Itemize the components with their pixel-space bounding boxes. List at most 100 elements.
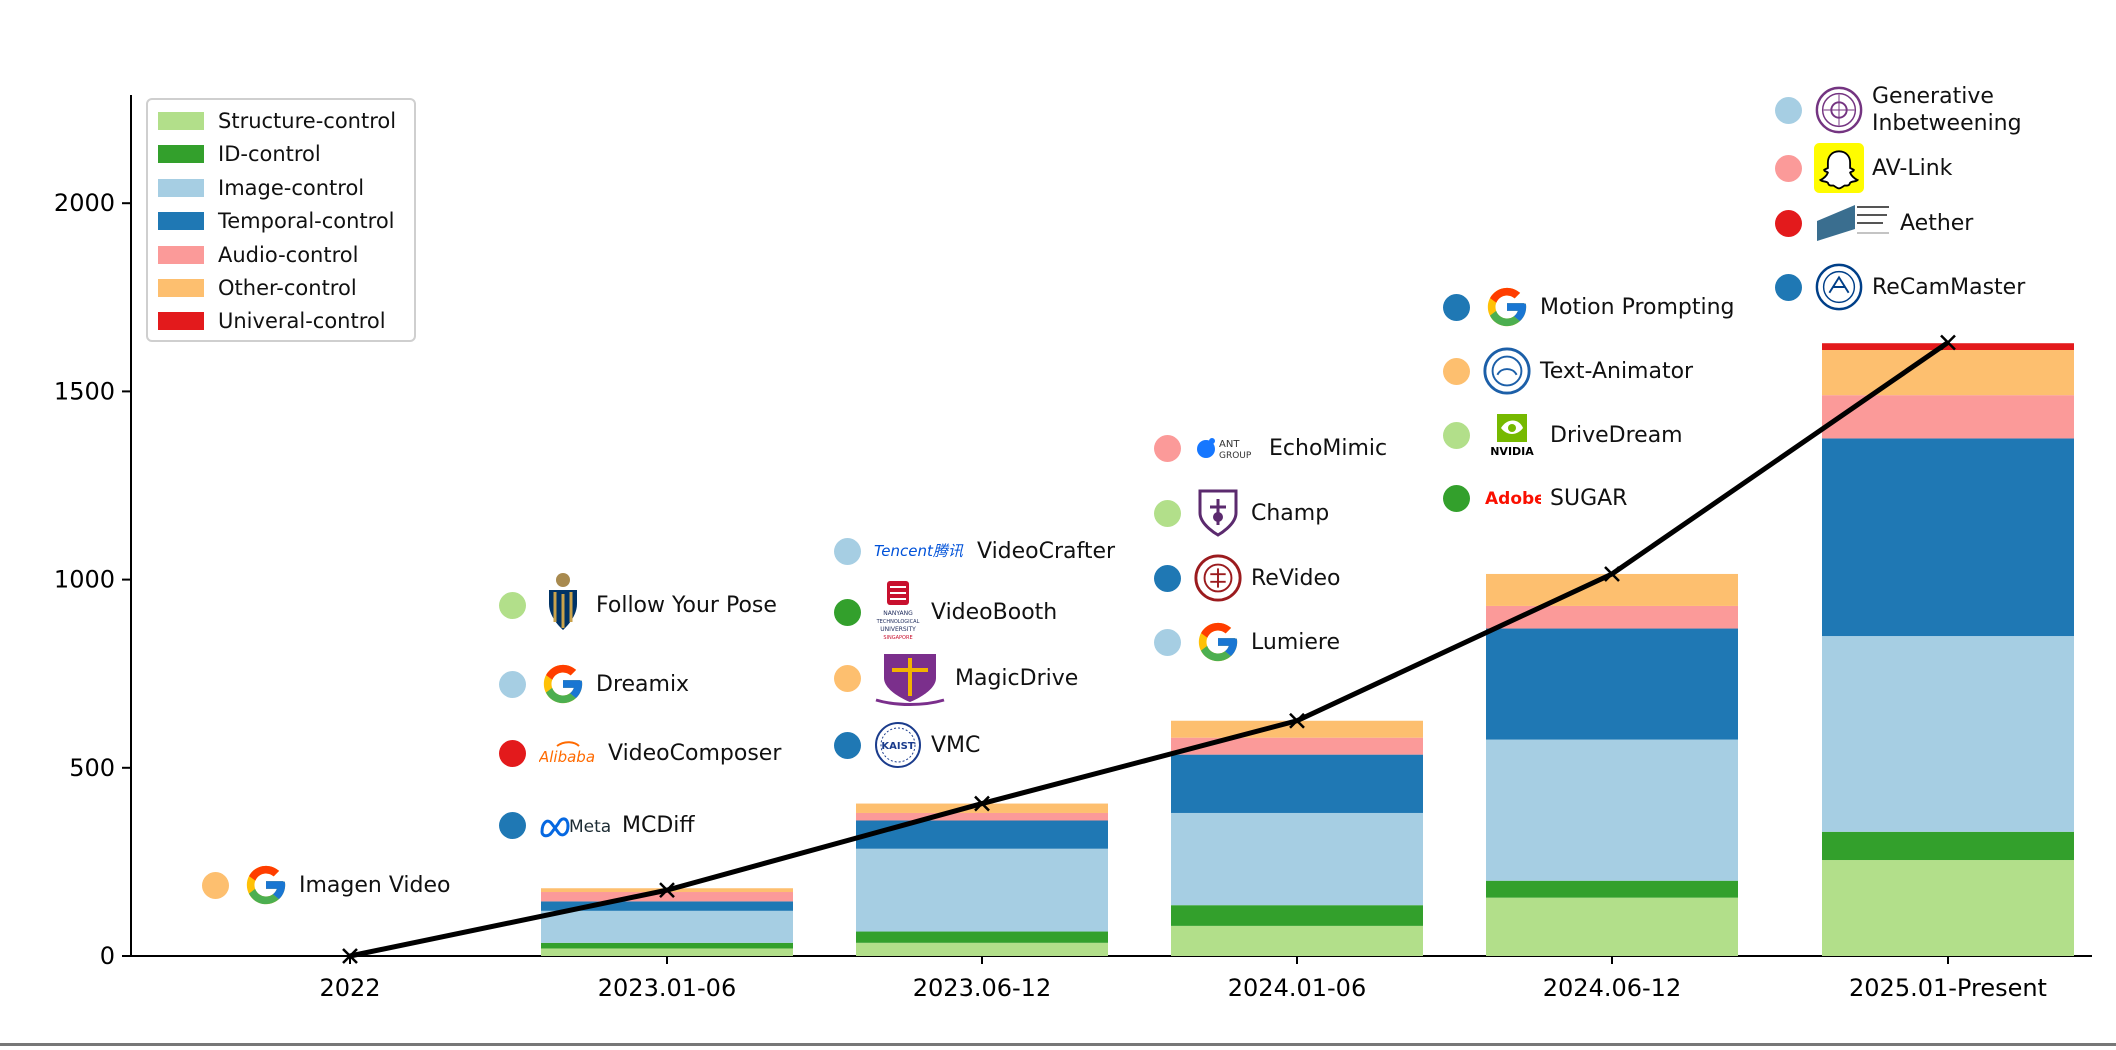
category-dot (1443, 484, 1470, 512)
alibaba-logo-icon: Alibaba (538, 730, 600, 776)
bar-segment-audio-control (541, 892, 793, 902)
svg-text:Meta: Meta (569, 817, 611, 837)
category-dot (1775, 96, 1802, 124)
ant-logo-icon: ANT GROUP (1193, 425, 1261, 471)
frame-border (0, 1043, 2116, 1046)
fudan-logo-icon (1193, 489, 1243, 537)
zju-logo-icon (1814, 263, 1864, 311)
google-logo-icon (241, 862, 291, 908)
cuhk-logo-icon (873, 654, 947, 706)
method-name: Text-Animator (1540, 358, 1694, 384)
method-entry: Generative Inbetweening (1775, 84, 2022, 136)
svg-text:Alibaba: Alibaba (539, 748, 595, 766)
method-name: Champ (1251, 500, 1330, 526)
method-name: ReCamMaster (1872, 274, 2026, 300)
bar-segment-other-control (856, 803, 1108, 813)
category-dot (834, 598, 861, 626)
kaist-logo-icon: KAIST (873, 722, 923, 768)
bar-segment-id-control (1171, 905, 1423, 926)
nvidia-logo-icon: NVIDIA (1482, 412, 1542, 458)
bar-segment-image-control (1822, 636, 2074, 832)
ntu-logo-icon: NANYANG TECHNOLOGICAL UNIVERSITY SINGAPORE (873, 581, 923, 641)
method-entry: ANT GROUP EchoMimic (1154, 425, 1387, 471)
svg-text:UNIVERSITY: UNIVERSITY (880, 626, 916, 633)
method-name: EchoMimic (1269, 435, 1388, 461)
category-dot (1775, 209, 1802, 237)
bar-segment-structure-control (541, 948, 793, 956)
trend-marker (342, 948, 358, 964)
bar-segment-structure-control (1822, 860, 2074, 956)
bar-segment-structure-control (1486, 897, 1738, 956)
x-tick-label: 2023.06-12 (913, 974, 1051, 1002)
category-dot (1443, 293, 1470, 321)
svg-text:Tencent腾讯: Tencent腾讯 (874, 542, 964, 560)
bar-segment-id-control (541, 942, 793, 949)
method-name: Imagen Video (299, 872, 451, 898)
y-tick-label: 2000 (54, 189, 115, 217)
legend-item: Audio-control (158, 240, 358, 270)
method-name: VideoBooth (931, 599, 1058, 625)
category-dot (1775, 154, 1802, 182)
category-dot (499, 591, 526, 619)
legend-item: Univeral-control (158, 306, 386, 336)
x-tick-label: 2022 (319, 974, 380, 1002)
legend-swatch (158, 312, 204, 331)
bar-segment-audio-control (856, 812, 1108, 821)
method-name: ReVideo (1251, 565, 1341, 591)
shailab-logo-icon (1814, 200, 1892, 246)
trend-marker (659, 882, 675, 899)
google-logo-icon (538, 661, 588, 707)
y-tick-label: 500 (69, 754, 115, 782)
snap-logo-icon (1814, 143, 1864, 193)
category-dot (834, 731, 861, 759)
svg-text:NANYANG: NANYANG (883, 610, 913, 617)
method-entry: Motion Prompting (1443, 284, 1735, 330)
y-tick-label: 0 (100, 942, 115, 970)
method-name: Dreamix (596, 671, 690, 697)
svg-text:NVIDIA: NVIDIA (1490, 445, 1534, 458)
category-dot (499, 670, 526, 698)
category-dot (1154, 628, 1181, 656)
method-entry: ReVideo (1154, 554, 1341, 602)
x-tick-label: 2025.01-Present (1849, 974, 2047, 1002)
category-dot (834, 537, 861, 565)
legend-item: ID-control (158, 139, 321, 169)
category-dot (202, 871, 229, 899)
bar-segment-id-control (1822, 831, 2074, 861)
method-entry: NVIDIA DriveDream (1443, 412, 1683, 458)
legend-item: Temporal-control (158, 206, 395, 236)
method-name: Generative Inbetweening (1872, 84, 2022, 136)
method-entry: Meta MCDiff (499, 802, 695, 848)
method-entry: Follow Your Pose (499, 573, 777, 630)
method-name: MCDiff (622, 812, 695, 838)
category-dot (1154, 434, 1181, 462)
seal-logo-icon (1482, 347, 1532, 395)
google-logo-icon (1193, 619, 1243, 665)
category-dot (1775, 273, 1802, 301)
legend-label: Structure-control (218, 109, 397, 133)
bar-segment-temporal-control (1822, 438, 2074, 637)
svg-text:SINGAPORE: SINGAPORE (883, 635, 912, 641)
method-entry: AV-Link (1775, 143, 1953, 193)
method-entry: Dreamix (499, 661, 689, 707)
category-dot (499, 739, 526, 767)
category-dot (834, 664, 861, 692)
bar-segment-univeral-control (1822, 343, 2074, 350)
category-dot (499, 811, 526, 839)
method-entry: Text-Animator (1443, 347, 1694, 395)
method-entry: Tencent腾讯 VideoCrafter (834, 528, 1115, 574)
legend-swatch (158, 212, 204, 231)
bar-segment-structure-control (856, 942, 1108, 956)
hkust-logo-icon (538, 573, 588, 630)
bar-segment-other-control (1822, 349, 2074, 396)
chart-legend: Structure-control ID-control Image-control… (146, 98, 416, 342)
bar-segment-audio-control (1486, 605, 1738, 629)
tsinghua-logo-icon (1814, 86, 1864, 134)
method-name: VideoComposer (608, 740, 782, 766)
method-name: AV-Link (1872, 155, 1953, 181)
legend-item: Image-control (158, 173, 364, 203)
total-trend-line (349, 340, 1950, 959)
legend-swatch (158, 245, 204, 264)
method-entry: Imagen Video (202, 862, 450, 908)
